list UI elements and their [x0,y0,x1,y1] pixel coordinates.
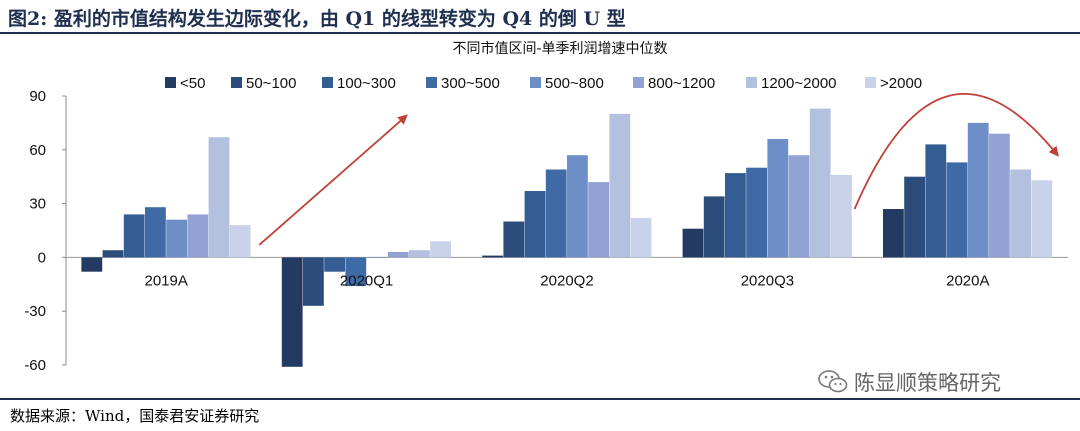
bar [345,257,367,287]
bar [904,176,925,258]
bar [281,257,303,367]
bar [788,155,810,258]
legend-swatch [165,77,176,88]
legend-swatch [231,77,242,88]
x-category-label: 2020Q1 [340,272,393,289]
bar [746,167,767,258]
bar [524,191,546,258]
watermark: 陈显顺策略研究 [818,367,1001,397]
legend-swatch [530,77,541,88]
legend-label: 100~300 [337,75,396,92]
bar [166,219,187,258]
legend-label: 500~800 [545,75,604,92]
bar [102,250,124,258]
bar [725,173,746,258]
legend-label: >2000 [880,75,922,92]
bar [208,137,230,258]
legend-label: 50~100 [246,75,296,92]
bar [81,257,103,272]
bar [567,155,588,258]
trend-arrow [258,114,408,246]
legend-swatch [746,77,757,88]
bar [387,252,409,258]
bar-chart: 不同市值区间-单季利润增速中位数 <50 50~100 100~300 300~500… [24,40,1068,374]
y-tick-label: 30 [29,196,46,213]
bar [767,139,789,258]
chart-legend: <50 50~100 100~300 300~500 500~800 800~1200 12… [165,75,922,92]
y-tick-label: -30 [24,303,46,320]
legend-label: <50 [180,75,205,92]
x-category-label: 2020Q3 [741,272,794,289]
bar [123,214,145,258]
bar [145,207,166,258]
bar [1010,169,1031,258]
bar [630,217,652,258]
bottom-divider [0,398,1080,400]
bar [545,169,567,258]
bar [187,214,209,258]
x-axis-categories: 2019A 2020Q1 2020Q2 2020Q3 2020A [145,272,990,289]
y-tick-label: -60 [24,357,46,374]
wechat-icon [818,370,848,393]
legend-swatch [633,77,644,88]
bar [831,174,852,258]
legend-swatch [865,77,876,88]
bar [409,250,430,258]
legend-label: 300~500 [441,75,500,92]
bar [809,108,831,258]
legend-swatch [322,77,333,88]
bar [324,257,345,272]
bar [229,225,251,258]
bar-series [81,108,1053,367]
figure-title: 图2: 盈利的市值结构发生边际变化，由 Q1 的线型转变为 Q4 的倒 U 型 [8,8,626,30]
bar [989,133,1010,258]
watermark-text: 陈显顺策略研究 [854,371,1001,395]
legend-swatch [426,77,437,88]
bar [1031,180,1053,258]
y-tick-label: 0 [38,249,46,266]
legend-label: 800~1200 [648,75,715,92]
bar [883,209,904,258]
y-tick-label: 90 [29,88,46,105]
source-note: 数据来源：Wind，国泰君安证券研究 [10,407,260,425]
x-category-label: 2020A [946,272,989,289]
bar [967,122,989,258]
legend-label: 1200~2000 [761,75,837,92]
x-category-label: 2019A [145,272,188,289]
bar [682,228,704,258]
bar [588,182,609,258]
chart-title: 不同市值区间-单季利润增速中位数 [452,40,667,57]
bar [303,257,324,306]
x-category-label: 2020Q2 [540,272,593,289]
bar [482,255,503,258]
trend-annotations [258,93,1059,246]
trend-arrow [853,93,1059,210]
bar [609,113,631,258]
bar [703,196,725,258]
bar [925,144,947,258]
bar [946,162,968,258]
bar [366,257,388,258]
bar [503,221,525,258]
bar [430,241,451,258]
y-tick-label: 60 [29,142,46,159]
title-divider [0,32,1080,34]
